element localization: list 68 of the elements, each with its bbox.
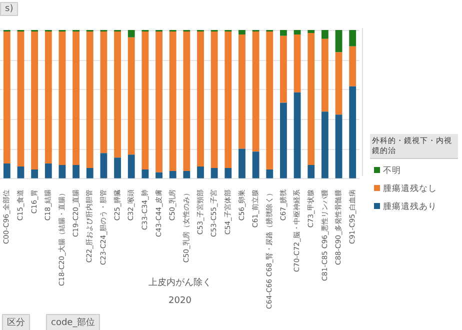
legend-label: 不明 <box>382 165 402 177</box>
bar <box>308 30 315 33</box>
bar <box>349 86 356 178</box>
bar <box>294 92 301 178</box>
bar <box>294 30 301 34</box>
text: 上皮内がん除く <box>148 276 212 289</box>
legend-label: 腫瘍遺残なし <box>382 183 438 195</box>
bar <box>321 38 328 112</box>
bar <box>238 148 246 178</box>
bar <box>31 31 38 170</box>
bar <box>335 114 342 178</box>
bar <box>308 32 315 166</box>
bar <box>321 112 328 178</box>
bar <box>58 165 66 178</box>
bar <box>128 154 135 178</box>
text: s) <box>0 2 18 16</box>
bar <box>197 166 204 178</box>
bar <box>142 31 149 170</box>
bar <box>72 165 80 178</box>
bar <box>266 31 274 170</box>
bar <box>280 30 287 36</box>
bar <box>349 46 356 86</box>
bar <box>17 31 24 166</box>
bar <box>142 169 149 178</box>
bar <box>294 34 301 92</box>
bar <box>335 52 342 115</box>
bar <box>308 165 315 178</box>
bar <box>321 30 328 39</box>
bar <box>114 158 121 178</box>
bar <box>183 31 190 171</box>
bar <box>128 37 135 155</box>
bar <box>224 31 232 168</box>
bar <box>86 168 94 178</box>
bar <box>3 164 10 178</box>
bar <box>183 170 190 178</box>
text: code_部位 <box>46 314 100 330</box>
bar <box>17 166 24 178</box>
bar <box>58 31 66 166</box>
bar <box>86 31 94 168</box>
bar <box>280 36 287 103</box>
bar <box>197 31 204 166</box>
bar <box>349 30 356 46</box>
bar <box>44 31 52 164</box>
bar <box>100 153 108 178</box>
bar <box>238 34 246 149</box>
bar <box>31 169 38 178</box>
bar <box>100 31 108 154</box>
bar <box>128 30 135 38</box>
bar <box>156 172 162 178</box>
bar <box>252 152 260 178</box>
bar <box>224 168 232 178</box>
bar <box>156 31 162 172</box>
bar <box>169 31 176 171</box>
bar <box>114 31 121 158</box>
bar <box>3 31 10 164</box>
text: 2020 <box>168 296 192 306</box>
bar <box>280 102 287 178</box>
bar <box>266 169 274 178</box>
bar <box>335 30 342 52</box>
bar <box>210 31 218 168</box>
bar <box>44 164 52 178</box>
legend-label: 腫瘍遺残あり <box>382 201 438 213</box>
bar <box>238 30 246 34</box>
bar <box>72 31 80 166</box>
text: 区分 <box>2 314 30 330</box>
bar <box>210 168 218 178</box>
bar <box>252 31 260 152</box>
bar <box>169 170 176 178</box>
